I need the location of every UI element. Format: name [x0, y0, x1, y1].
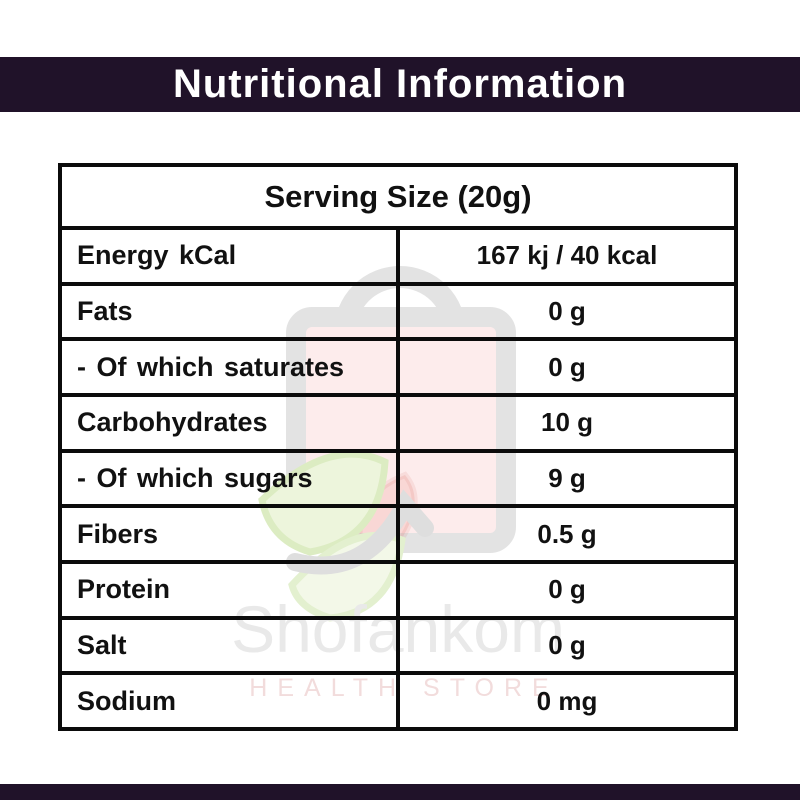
- table-row: Protein 0 g: [58, 560, 738, 620]
- table-row: Energy kCal 167 kj / 40 kcal: [58, 226, 738, 286]
- nutrient-value: 0 g: [396, 281, 738, 342]
- nutrient-label: Energy kCal: [58, 226, 400, 286]
- page-title: Nutritional Information: [172, 62, 628, 106]
- table-row: Carbohydrates 10 g: [58, 393, 738, 453]
- nutrient-value: 0.5 g: [396, 504, 738, 564]
- table-row: - Of which saturates 0 g: [58, 337, 738, 398]
- table-row: Salt 0 g: [58, 615, 738, 676]
- table-row: - Of which sugars 9 g: [58, 448, 738, 509]
- nutrient-value: 0 g: [396, 337, 738, 398]
- table-row: Fibers 0.5 g: [58, 504, 738, 564]
- nutrient-value: 10 g: [396, 393, 738, 453]
- header-band: Nutritional Information: [0, 57, 800, 112]
- nutrient-value: 0 g: [396, 560, 738, 620]
- nutrient-label: Salt: [58, 615, 400, 676]
- nutrient-label: Sodium: [58, 671, 400, 731]
- table-row: Fats 0 g: [58, 281, 738, 342]
- nutrient-value: 0 g: [396, 615, 738, 676]
- nutrient-label: Fats: [58, 281, 400, 342]
- footer-band: [0, 784, 800, 800]
- nutrient-label: Protein: [58, 560, 400, 620]
- nutrient-label: - Of which sugars: [58, 448, 400, 509]
- table-row: Sodium 0 mg: [58, 671, 738, 731]
- serving-size-row: Serving Size (20g): [58, 162, 738, 231]
- nutrient-label: Fibers: [58, 504, 400, 564]
- serving-size-header: Serving Size (20g): [58, 162, 738, 231]
- nutrient-label: - Of which saturates: [58, 337, 400, 398]
- nutrient-label: Carbohydrates: [58, 393, 400, 453]
- nutrient-value: 9 g: [396, 448, 738, 509]
- nutrition-table: Serving Size (20g) Energy kCal 167 kj / 4…: [58, 162, 738, 731]
- nutrient-value: 0 mg: [396, 671, 738, 731]
- nutrient-value: 167 kj / 40 kcal: [396, 226, 738, 286]
